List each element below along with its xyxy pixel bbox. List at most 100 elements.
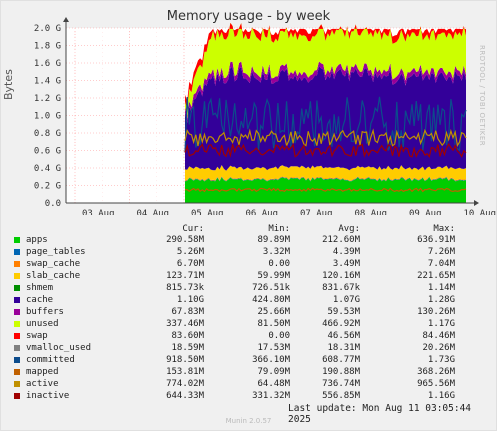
legend-swatch-vmalloc_used: [14, 345, 20, 351]
legend-min-page_tables: 3.32M: [262, 247, 290, 257]
x-tick-label: 10 Aug: [463, 209, 496, 215]
legend-swatch-apps: [14, 237, 20, 243]
legend-min-committed: 366.10M: [252, 355, 290, 365]
legend-name-slab_cache: slab_cache: [26, 271, 81, 281]
legend-cur-committed: 918.50M: [166, 355, 204, 365]
last-update: Last update: Mon Aug 11 03:05:44 2025: [288, 403, 472, 425]
legend-swatch-swap: [14, 333, 20, 339]
legend-max-apps: 636.91M: [417, 235, 455, 245]
legend-min-active: 64.48M: [257, 379, 290, 389]
area-page_tables: [185, 176, 466, 182]
x-axis-arrow: [474, 200, 479, 206]
area-swap_cache: [185, 176, 466, 181]
legend-name-swap: swap: [26, 331, 48, 341]
legend-header-cur: Cur:: [182, 224, 204, 234]
legend-cur-unused: 337.46M: [166, 319, 204, 329]
chart-title: Memory usage - by week: [166, 9, 331, 24]
legend-avg-buffers: 59.53M: [327, 307, 360, 317]
legend-name-page_tables: page_tables: [26, 247, 86, 257]
legend-avg-vmalloc_used: 18.31M: [327, 343, 360, 353]
legend-min-cache: 424.80M: [252, 295, 290, 305]
area-slab_cache: [185, 165, 466, 181]
x-tick-label: 08 Aug: [354, 209, 387, 215]
legend-min-swap_cache: 0.00: [268, 259, 290, 269]
y-tick-label: 1.0 G: [34, 112, 61, 122]
x-tick-label: 07 Aug: [300, 209, 333, 215]
legend-avg-swap_cache: 3.49M: [332, 259, 360, 269]
y-tick-label: 0.0: [45, 199, 61, 209]
legend-name-unused: unused: [26, 319, 59, 329]
line-mapped: [184, 187, 467, 193]
legend-swatch-page_tables: [14, 249, 20, 255]
y-tick-label: 0.2 G: [34, 182, 61, 192]
legend-swatch-shmem: [14, 285, 20, 291]
legend-max-swap: 84.46M: [422, 331, 455, 341]
legend-max-page_tables: 7.26M: [427, 247, 455, 257]
legend-cur-inactive: 644.33M: [166, 391, 204, 401]
legend-swatch-buffers: [14, 309, 20, 315]
line-active: [184, 128, 467, 148]
legend-max-vmalloc_used: 20.26M: [422, 343, 455, 353]
legend-cur-vmalloc_used: 18.59M: [171, 343, 204, 353]
legend-max-cache: 1.28G: [427, 295, 455, 305]
legend-avg-page_tables: 4.39M: [332, 247, 360, 257]
area-apps: [185, 177, 466, 203]
y-tick-label: 1.8 G: [34, 42, 61, 52]
y-tick-label: 1.4 G: [34, 77, 61, 87]
legend-swatch-unused: [14, 321, 20, 327]
legend-min-slab_cache: 59.99M: [257, 271, 290, 281]
legend-avg-inactive: 556.85M: [322, 391, 360, 401]
legend-max-shmem: 1.14M: [427, 283, 455, 293]
legend-avg-active: 736.74M: [322, 379, 360, 389]
x-tick-label: 06 Aug: [245, 209, 278, 215]
legend-cur-page_tables: 5.26M: [176, 247, 204, 257]
legend-header-avg: Avg:: [338, 224, 360, 234]
legend-avg-cache: 1.07G: [332, 295, 360, 305]
legend-swatch-swap_cache: [14, 261, 20, 267]
legend-avg-committed: 608.77M: [322, 355, 360, 365]
legend-name-cache: cache: [26, 295, 54, 305]
legend-max-unused: 1.17G: [427, 319, 455, 329]
line-inactive: [184, 143, 467, 159]
legend-min-mapped: 79.09M: [257, 367, 290, 377]
munin-version: Munin 2.0.57: [225, 417, 272, 425]
chart-area: 0.0 0.2 G 0.4 G 0.6 G 0.8 G 1.0 G 1.2 G 1.4 G 1.…: [34, 17, 496, 215]
legend-max-swap_cache: 7.04M: [427, 259, 455, 269]
legend-name-apps: apps: [26, 235, 48, 245]
legend-name-active: active: [26, 379, 59, 389]
legend-min-unused: 81.50M: [257, 319, 290, 329]
legend-max-buffers: 130.26M: [417, 307, 455, 317]
legend-avg-mapped: 190.88M: [322, 367, 360, 377]
x-tick-label: 04 Aug: [136, 209, 169, 215]
legend-cur-cache: 1.10G: [176, 295, 204, 305]
legend-cur-swap_cache: 6.70M: [176, 259, 204, 269]
y-tick-label: 2.0 G: [34, 24, 61, 34]
legend-name-swap_cache: swap_cache: [26, 259, 81, 269]
legend-swatch-slab_cache: [14, 273, 20, 279]
legend-cur-active: 774.02M: [166, 379, 204, 389]
legend-cur-slab_cache: 123.71M: [166, 271, 204, 281]
legend-avg-slab_cache: 120.16M: [322, 271, 360, 281]
rrdtool-credit: RRDTOOL / TOBI OETIKER: [478, 45, 486, 147]
legend-avg-unused: 466.92M: [322, 319, 360, 329]
line-committed: [184, 96, 467, 152]
legend-name-inactive: inactive: [26, 391, 70, 401]
legend-min-apps: 89.89M: [257, 235, 290, 245]
y-tick-label: 1.2 G: [34, 94, 61, 104]
legend-swatch-mapped: [14, 369, 20, 375]
y-axis-arrow: [63, 17, 69, 22]
legend-cur-apps: 290.58M: [166, 235, 204, 245]
legend-cur-swap: 83.60M: [171, 331, 204, 341]
legend-name-vmalloc_used: vmalloc_used: [26, 343, 92, 353]
legend-max-slab_cache: 221.65M: [417, 271, 455, 281]
area-shmem: [185, 165, 466, 171]
legend-min-buffers: 25.66M: [257, 307, 290, 317]
area-buffers: [185, 61, 466, 123]
legend-swatch-cache: [14, 297, 20, 303]
legend-swatch-inactive: [14, 393, 20, 399]
x-tick-label: 09 Aug: [409, 209, 442, 215]
legend-header-min: Min:: [268, 224, 290, 234]
legend-header-max: Max:: [433, 224, 455, 234]
legend-min-swap: 0.00: [268, 331, 290, 341]
area-cache: [185, 66, 466, 171]
